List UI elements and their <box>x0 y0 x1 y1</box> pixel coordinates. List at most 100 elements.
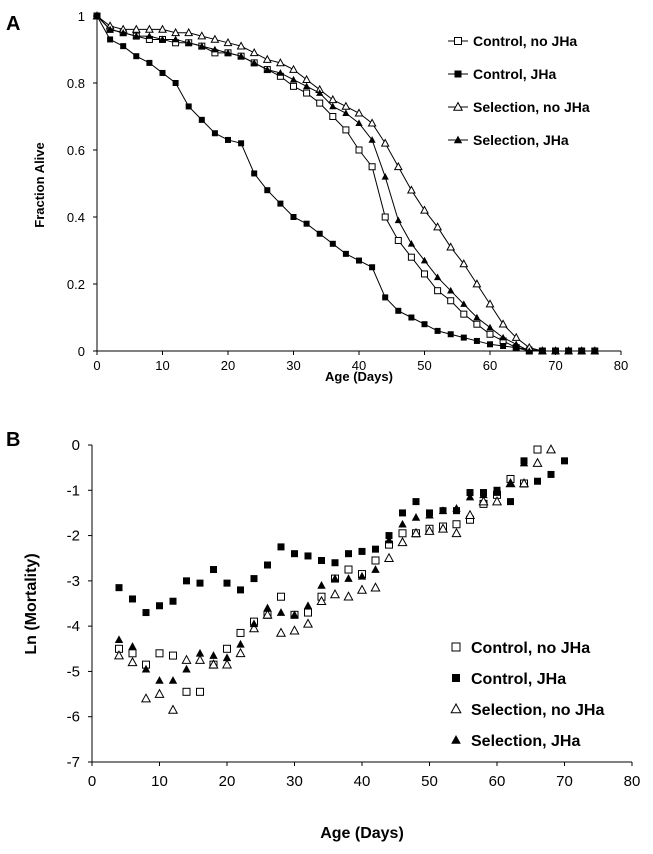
point-control-jha <box>342 250 349 257</box>
point-selection-jha <box>106 25 114 33</box>
panel-a-y-tick-label: 0.8 <box>67 76 85 91</box>
point-selection-jha <box>519 458 529 467</box>
point-selection-jha <box>263 603 272 612</box>
panel-b-chart: 0 10 20 30 40 50 60 70 80 0 -1 -2 -3 -4 -5 -6 -7 Contro… <box>23 437 640 842</box>
point-control-no-jha <box>533 445 542 454</box>
point-control-jha <box>290 214 297 220</box>
point-control-jha <box>385 532 393 540</box>
legend-label: Selection, JHa <box>471 733 580 750</box>
point-control-no-jha <box>398 529 407 538</box>
legend-marker <box>453 135 463 144</box>
point-control-jha <box>358 547 366 555</box>
point-control-no-jha <box>407 253 415 261</box>
point-control-jha <box>534 477 541 485</box>
point-selection-jha <box>195 648 205 657</box>
legend-marker <box>451 734 461 744</box>
point-selection-jha <box>158 35 167 43</box>
point-selection-no-jha <box>451 527 462 538</box>
point-control-no-jha <box>473 320 481 328</box>
point-control-jha <box>185 103 192 110</box>
point-selection-no-jha <box>545 444 557 454</box>
point-selection-no-jha <box>343 591 354 601</box>
panel-a-x-tick-label: 0 <box>93 358 100 373</box>
series-control-jha <box>115 457 568 617</box>
point-control-no-jha <box>368 163 376 171</box>
point-selection-jha <box>565 347 573 354</box>
point-selection-no-jha <box>478 496 489 506</box>
panel-b-y-tick-label: -7 <box>67 754 80 771</box>
point-control-no-jha <box>290 82 297 90</box>
point-control-jha <box>264 561 271 569</box>
point-selection-no-jha <box>316 595 327 606</box>
point-selection-no-jha <box>289 625 300 635</box>
point-selection-jha <box>128 642 137 650</box>
point-control-jha <box>345 550 352 558</box>
point-selection-no-jha <box>221 659 233 669</box>
point-selection-no-jha <box>144 24 154 33</box>
point-control-no-jha <box>342 126 350 134</box>
point-selection-jha <box>155 676 164 684</box>
point-control-no-jha <box>421 270 428 278</box>
point-control-no-jha <box>394 236 402 244</box>
point-control-no-jha <box>329 113 337 120</box>
point-selection-jha <box>398 519 407 528</box>
point-control-jha <box>318 556 325 564</box>
point-control-jha <box>372 545 379 553</box>
point-control-no-jha <box>128 649 137 658</box>
panel-b-letter: B <box>6 429 20 451</box>
point-control-jha <box>120 43 127 50</box>
point-selection-jha <box>411 513 421 521</box>
panel-a-legend: Control, no JHa Control, JHa Selection, no… <box>448 33 590 148</box>
legend-marker <box>454 70 462 78</box>
panel-b-x-tick-label: 60 <box>489 773 506 790</box>
point-selection-jha <box>492 488 502 496</box>
point-selection-jha <box>512 340 520 348</box>
legend-item-control-jha: Control, JHa <box>452 671 566 688</box>
point-selection-jha <box>357 571 367 580</box>
point-control-jha <box>198 116 205 123</box>
legend-item-selection-no-jha: Selection, no JHa <box>448 99 590 115</box>
point-selection-jha <box>368 136 376 143</box>
panel-b-y-tick-label: -2 <box>67 528 80 545</box>
series-control-jha <box>94 13 598 354</box>
point-control-jha <box>466 489 474 497</box>
point-control-jha <box>434 327 441 334</box>
point-selection-jha <box>344 574 353 582</box>
legend-marker <box>454 37 462 45</box>
point-selection-jha <box>93 12 101 19</box>
legend-label: Selection, no JHa <box>473 99 590 115</box>
point-selection-jha <box>329 102 337 110</box>
point-selection-jha <box>551 347 560 354</box>
point-selection-jha <box>407 240 415 247</box>
point-selection-no-jha <box>491 496 503 506</box>
point-selection-jha <box>237 52 245 60</box>
point-control-no-jha <box>304 608 312 617</box>
point-selection-no-jha <box>140 693 152 703</box>
legend-marker <box>450 702 462 714</box>
point-selection-jha <box>538 347 546 354</box>
point-selection-no-jha <box>511 332 521 341</box>
point-selection-no-jha <box>383 552 395 563</box>
point-selection-no-jha <box>354 108 364 117</box>
point-control-jha <box>399 509 406 517</box>
panel-a-chart: 0 10 20 30 40 50 60 70 80 0 0.2 0.4 0.6 0.8 1 Control… <box>32 9 628 384</box>
point-selection-no-jha <box>433 222 443 231</box>
point-control-no-jha <box>303 89 311 97</box>
point-control-no-jha <box>452 520 461 529</box>
point-selection-jha <box>384 535 394 544</box>
point-selection-jha <box>250 59 258 66</box>
panel-a-x-tick-label: 10 <box>155 358 169 373</box>
point-control-jha <box>460 334 467 341</box>
point-selection-no-jha <box>131 24 141 33</box>
point-control-no-jha <box>434 287 442 295</box>
point-control-jha <box>329 240 336 247</box>
point-control-no-jha <box>447 297 455 305</box>
point-selection-no-jha <box>437 523 449 533</box>
point-control-jha <box>146 59 153 66</box>
point-control-jha <box>303 220 310 227</box>
point-selection-no-jha <box>472 279 482 288</box>
point-control-jha <box>211 130 218 137</box>
point-control-jha <box>156 602 163 610</box>
legend-marker <box>452 674 460 682</box>
point-selection-jha <box>506 479 515 487</box>
